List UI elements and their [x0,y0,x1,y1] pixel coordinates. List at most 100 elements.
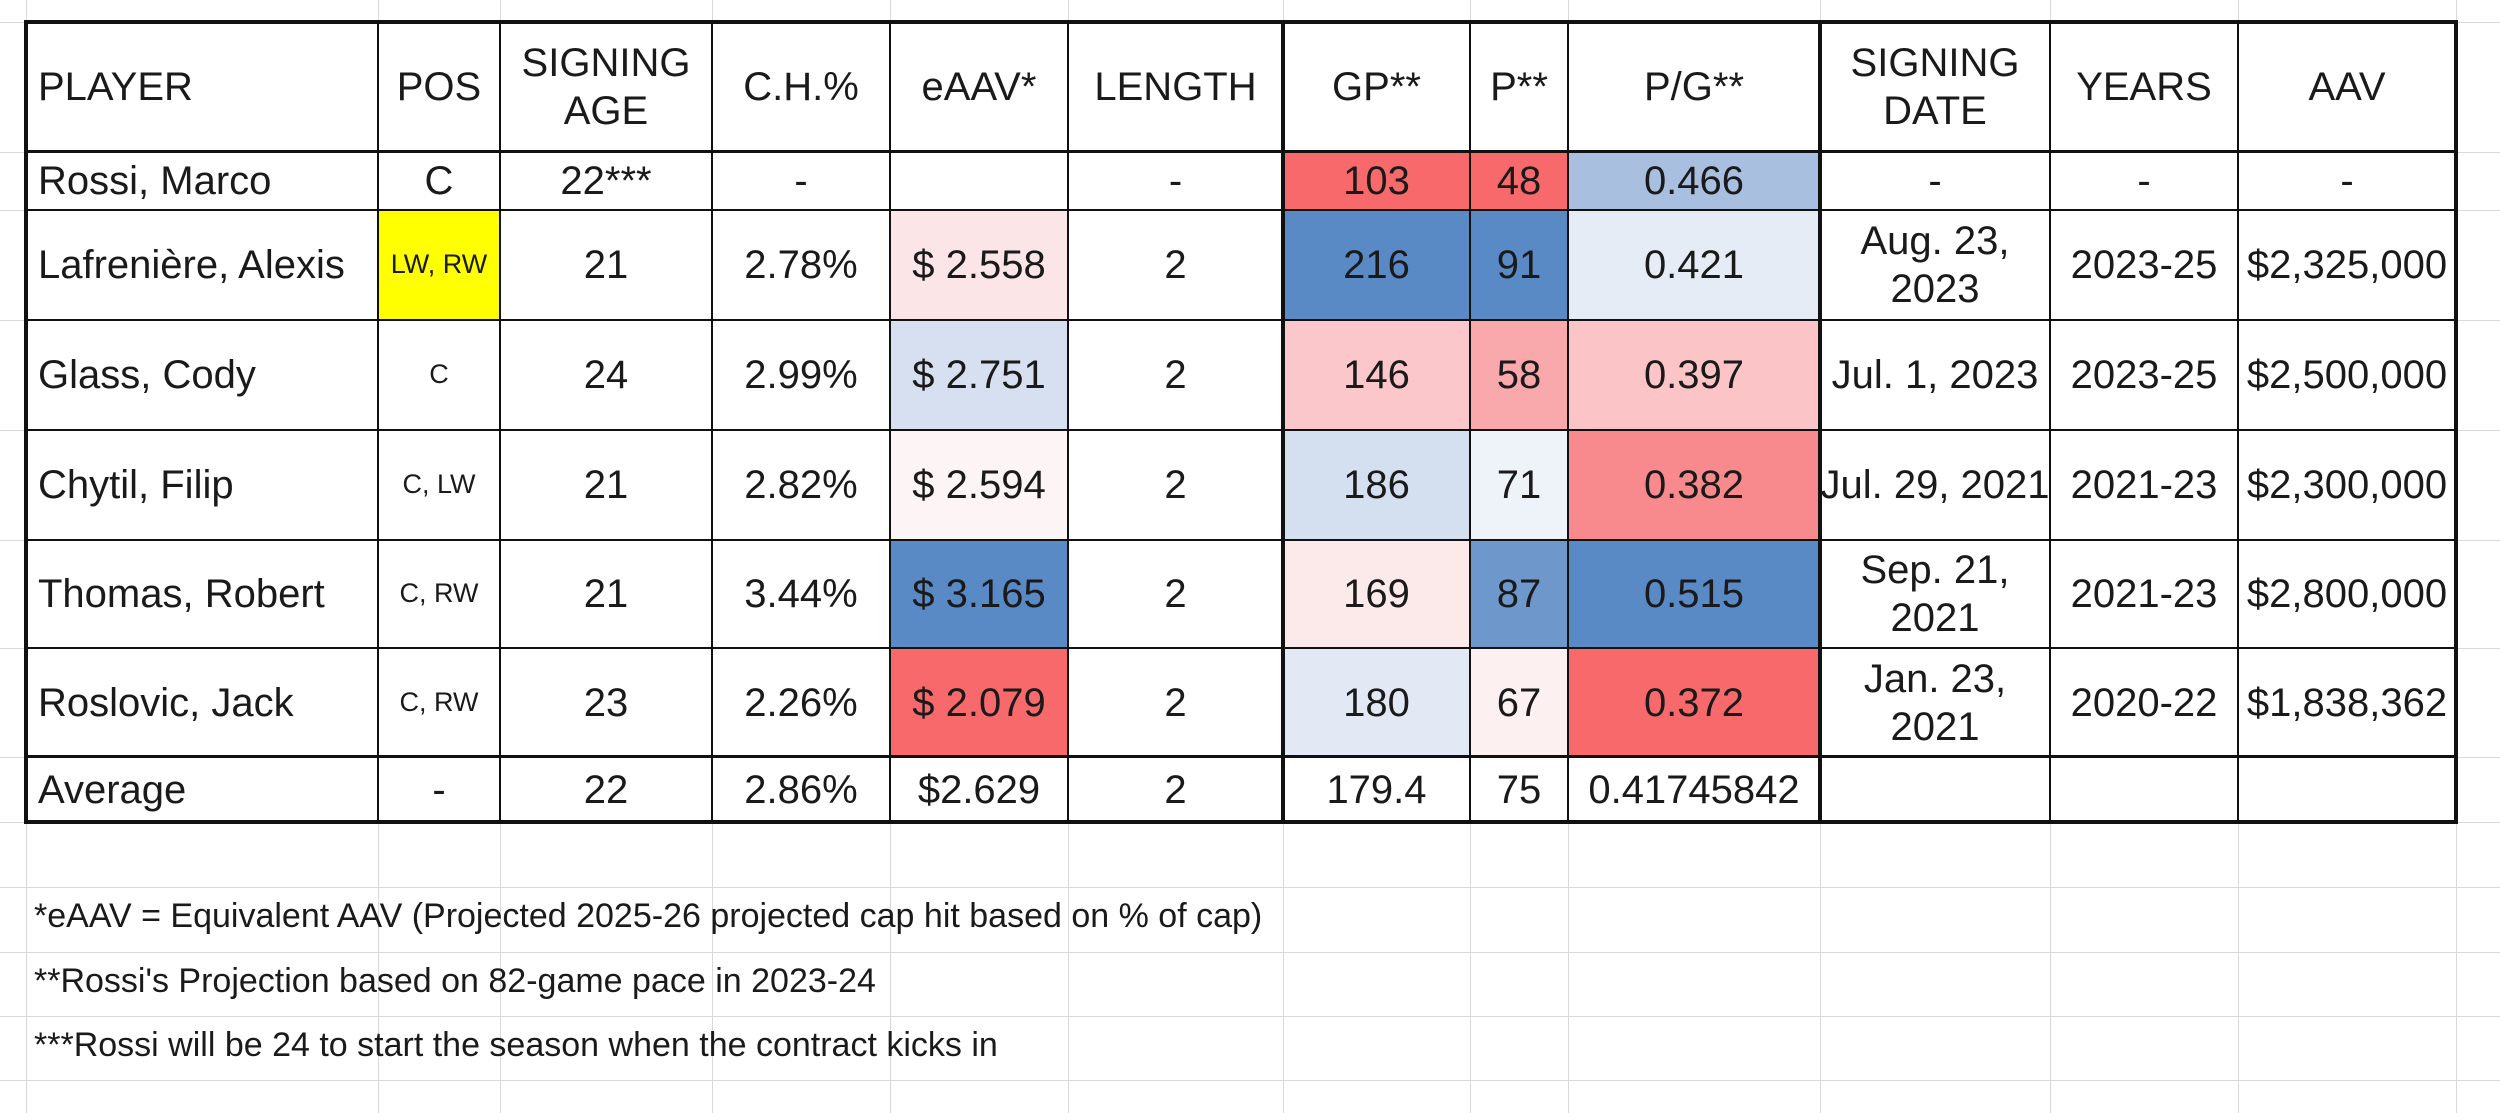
average-gp[interactable]: 179.4 [1326,767,1427,812]
cell-p[interactable]: 48 [1470,152,1568,210]
cell-eaav[interactable]: $ 2.558 [890,210,1068,320]
cell-signing-age[interactable]: 23 [583,680,629,725]
header-years[interactable]: YEARS [2076,65,2212,109]
cell-years[interactable]: 2020-22 [2070,680,2218,725]
header-pos[interactable]: POS [396,65,482,109]
cell-aav[interactable]: $2,800,000 [2246,572,2448,616]
cell-eaav[interactable] [890,152,1068,210]
cell-gp[interactable]: 169 [1283,540,1470,648]
cell-years[interactable]: 2021-23 [2070,572,2218,616]
cell-gp[interactable]: 216 [1283,210,1470,320]
cell-pg[interactable]: 0.382 [1568,430,1820,540]
cell-years[interactable]: - [2137,159,2151,203]
cell-pg[interactable]: 0.515 [1568,540,1820,648]
cell-signing-date[interactable]: Jan. 23, 2021 [1863,656,2007,749]
cell-pg[interactable]: 0.397 [1568,320,1820,430]
cell-ch-pct[interactable]: 3.44% [744,572,858,616]
cell-pg[interactable]: 0.466 [1568,152,1820,210]
cell-player[interactable]: Rossi, Marco [38,159,272,203]
cell-pos[interactable]: C [424,159,454,203]
header-signing-date[interactable]: SIGNING DATE [1850,41,2020,133]
header-player[interactable]: PLAYER [38,65,193,109]
cell-eaav[interactable]: $ 2.751 [890,320,1068,430]
average-pos[interactable]: - [432,767,446,812]
cell-eaav[interactable]: $ 3.165 [890,540,1068,648]
cell-player[interactable]: Glass, Cody [38,353,256,397]
header-pg[interactable]: P/G** [1643,65,1745,109]
header-gp[interactable]: GP** [1332,65,1421,109]
average-signing-age[interactable]: 22 [583,767,629,812]
cell-aav[interactable]: $2,325,000 [2246,243,2448,287]
cell-ch-pct[interactable]: 2.78% [744,243,858,287]
cell-pos[interactable]: C, LW [402,469,476,500]
cell-p[interactable]: 67 [1470,648,1568,757]
cell-signing-age[interactable]: 22*** [560,159,652,203]
cell-player[interactable]: Lafrenière, Alexis [38,243,345,287]
cell-aav[interactable]: - [2340,159,2354,203]
cell-p[interactable]: 58 [1470,320,1568,430]
cell-signing-date[interactable]: Sep. 21, 2021 [1860,548,2010,640]
cell-pos[interactable]: C [429,359,449,390]
cell-pos[interactable]: C, RW [399,686,479,717]
cell-eaav[interactable]: $ 2.594 [890,430,1068,540]
cell-signing-age[interactable]: 24 [583,353,629,397]
average-p[interactable]: 75 [1496,767,1542,812]
cell-ch-pct[interactable]: 2.99% [744,353,858,397]
cell-aav[interactable]: $2,300,000 [2246,463,2448,507]
cell-years[interactable]: 2021-23 [2070,463,2218,507]
cell-length[interactable]: 2 [1164,243,1187,287]
cell-pg[interactable]: 0.421 [1568,210,1820,320]
header-ch-pct[interactable]: C.H.% [743,65,859,109]
cell-signing-date[interactable]: - [1928,159,1942,203]
cell-gp[interactable]: 180 [1283,648,1470,757]
cell-length[interactable]: 2 [1164,353,1187,397]
header-eaav[interactable]: eAAV* [921,65,1037,109]
cell-length[interactable]: 2 [1164,680,1187,725]
cell-years[interactable]: 2023-25 [2070,243,2218,287]
group-border [1818,22,1822,822]
average-eaav[interactable]: $2.629 [917,767,1041,812]
header-length[interactable]: LENGTH [1094,65,1257,109]
cell-signing-date[interactable]: Jul. 29, 2021 [1820,463,2050,507]
cell-p[interactable]: 71 [1470,430,1568,540]
average-empty-cell[interactable] [2238,757,2456,822]
average-length[interactable]: 2 [1164,767,1187,812]
cell-years[interactable]: 2023-25 [2070,353,2218,397]
cell-p[interactable]: 91 [1470,210,1568,320]
cell-ch-pct[interactable]: 2.82% [744,463,858,507]
header-p[interactable]: P** [1490,65,1548,109]
cell-length[interactable]: - [1168,159,1183,203]
cell-p[interactable]: 87 [1470,540,1568,648]
cell-gp[interactable]: 103 [1283,152,1470,210]
footnote-eaav[interactable]: *eAAV = Equivalent AAV (Projected 2025-2… [34,897,1263,935]
average-ch-pct[interactable]: 2.86% [744,767,858,812]
cell-player[interactable]: Roslovic, Jack [38,680,294,725]
header-signing-age[interactable]: SIGNING AGE [521,41,691,133]
average-empty-cell[interactable] [2050,757,2238,822]
cell-gp[interactable]: 186 [1283,430,1470,540]
cell-gp[interactable]: 146 [1283,320,1470,430]
cell-pos[interactable]: C, RW [399,578,479,609]
cell-signing-date[interactable]: Aug. 23, 2023 [1860,219,2010,311]
cell-ch-pct[interactable]: 2.26% [744,680,858,725]
cell-aav[interactable]: $1,838,362 [2246,680,2448,725]
cell-player[interactable]: Chytil, Filip [38,463,234,507]
average-pg[interactable]: 0.41745842 [1588,767,1800,812]
average-empty-cell[interactable] [1820,757,2050,822]
cell-eaav[interactable]: $ 2.079 [890,648,1068,757]
header-aav[interactable]: AAV [2308,65,2386,109]
footnote-age[interactable]: ***Rossi will be 24 to start the season … [34,1026,998,1064]
cell-signing-date[interactable]: Jul. 1, 2023 [1831,353,2039,397]
cell-pos[interactable]: LW, RW [378,210,500,320]
cell-ch-pct[interactable]: - [794,159,808,203]
cell-length[interactable]: 2 [1164,463,1187,507]
cell-length[interactable]: 2 [1164,572,1187,616]
cell-signing-age[interactable]: 21 [583,243,629,287]
footnote-projection[interactable]: **Rossi's Projection based on 82-game pa… [34,962,876,1000]
cell-signing-age[interactable]: 21 [583,463,629,507]
cell-aav[interactable]: $2,500,000 [2246,353,2448,397]
cell-signing-age[interactable]: 21 [583,572,629,616]
cell-player[interactable]: Thomas, Robert [38,572,325,616]
average-player[interactable]: Average [38,767,187,812]
cell-pg[interactable]: 0.372 [1568,648,1820,757]
